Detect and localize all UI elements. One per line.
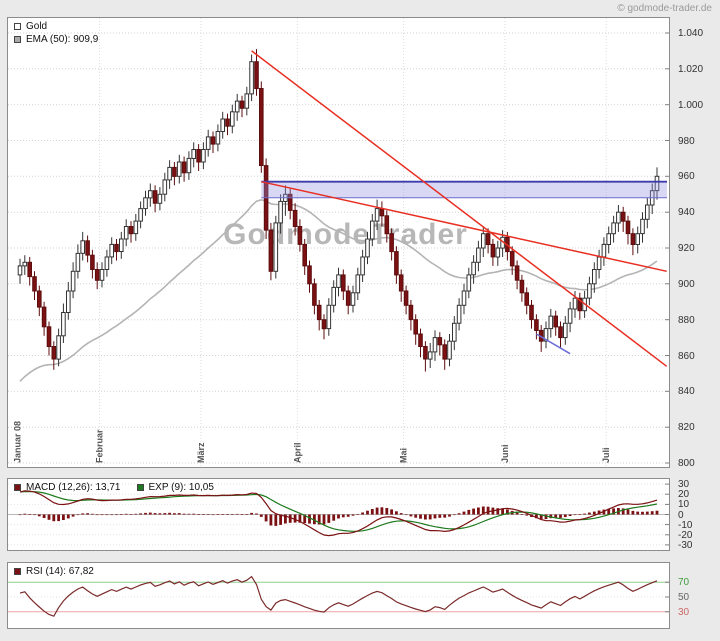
gold-legend-row: Gold — [14, 20, 98, 33]
macd-tick-label: 30 — [678, 479, 690, 490]
svg-text:Februar: Februar — [95, 429, 105, 463]
macd-axis: 30 20 10 0 -10 -20 -30 — [676, 478, 720, 551]
price-tick-label: 1.040 — [678, 28, 704, 39]
price-axis: 1.040 1.020 1.000 980 960 940 920 900 880 860 840 8… — [676, 17, 720, 469]
ema-legend-row: EMA (50): 909,9 — [14, 33, 98, 46]
exp-legend-label: EXP (9): 10,05 — [148, 482, 214, 493]
gold-legend-label: Gold — [26, 21, 48, 32]
svg-text:April: April — [292, 442, 302, 463]
ema-swatch — [14, 36, 21, 43]
macd-tick-label: -30 — [678, 540, 693, 551]
macd-tick-label: 20 — [678, 489, 690, 500]
macd-legend-item: MACD (12,26): 13,71 — [14, 482, 121, 493]
price-tick-label: 940 — [678, 207, 695, 218]
price-tick-label: 800 — [678, 458, 695, 469]
price-tick-label: 980 — [678, 136, 695, 147]
rsi-panel: RSI (14): 67,82 — [7, 562, 670, 629]
macd-tick-label: -20 — [678, 530, 693, 541]
macd-swatch — [14, 484, 21, 491]
svg-text:Januar 08: Januar 08 — [13, 421, 23, 463]
gold-swatch — [14, 23, 21, 30]
macd-plot — [8, 483, 669, 546]
svg-text:Juli: Juli — [601, 447, 611, 463]
rsi-swatch — [14, 568, 21, 575]
price-tick-label: 840 — [678, 386, 695, 397]
svg-text:März: März — [196, 442, 206, 463]
rsi-axis: 70 50 30 — [676, 562, 720, 629]
rsi-legend-row: RSI (14): 67,82 — [14, 565, 94, 578]
exp-swatch — [136, 484, 144, 491]
svg-text:Juni: Juni — [500, 444, 510, 463]
price-tick-label: 1.000 — [678, 100, 704, 111]
rsi-legend: RSI (14): 67,82 — [14, 565, 94, 578]
macd-legend-row: MACD (12,26): 13,71 EXP (9): 10,05 — [14, 481, 230, 494]
macd-tick-label: -10 — [678, 520, 693, 531]
ema-legend-label: EMA (50): 909,9 — [26, 34, 99, 45]
copyright-credit: © godmode-trader.de — [617, 3, 712, 14]
rsi-tick-label: 30 — [678, 607, 690, 618]
price-tick-label: 900 — [678, 279, 695, 290]
price-tick-label: 960 — [678, 171, 695, 182]
price-chart-legend: Gold EMA (50): 909,9 — [14, 20, 98, 46]
rsi-tick-label: 70 — [678, 577, 690, 588]
price-tick-label: 920 — [678, 243, 695, 254]
price-tick-label: 880 — [678, 315, 695, 326]
price-tick-label: 860 — [678, 351, 695, 362]
macd-tick-label: 0 — [678, 510, 684, 521]
macd-tick-label: 10 — [678, 499, 690, 510]
rsi-plot — [8, 575, 669, 617]
macd-panel: MACD (12,26): 13,71 EXP (9): 10,05 — [7, 478, 670, 551]
rsi-legend-label: RSI (14): 67,82 — [26, 566, 94, 577]
svg-text:Mai: Mai — [399, 448, 409, 463]
rsi-tick-label: 50 — [678, 592, 690, 603]
price-tick-label: 820 — [678, 422, 695, 433]
exp-legend-item: EXP (9): 10,05 — [136, 482, 214, 493]
candlestick-plot: Januar 08 Februar März April Mai Juni JuliGodm… — [8, 18, 669, 467]
price-chart-panel: Januar 08 Februar März April Mai Juni Juli Godm… — [7, 17, 670, 468]
price-tick-label: 1.020 — [678, 64, 704, 75]
macd-legend-label: MACD (12,26): 13,71 — [26, 482, 121, 493]
macd-legend: MACD (12,26): 13,71 EXP (9): 10,05 — [14, 481, 230, 494]
